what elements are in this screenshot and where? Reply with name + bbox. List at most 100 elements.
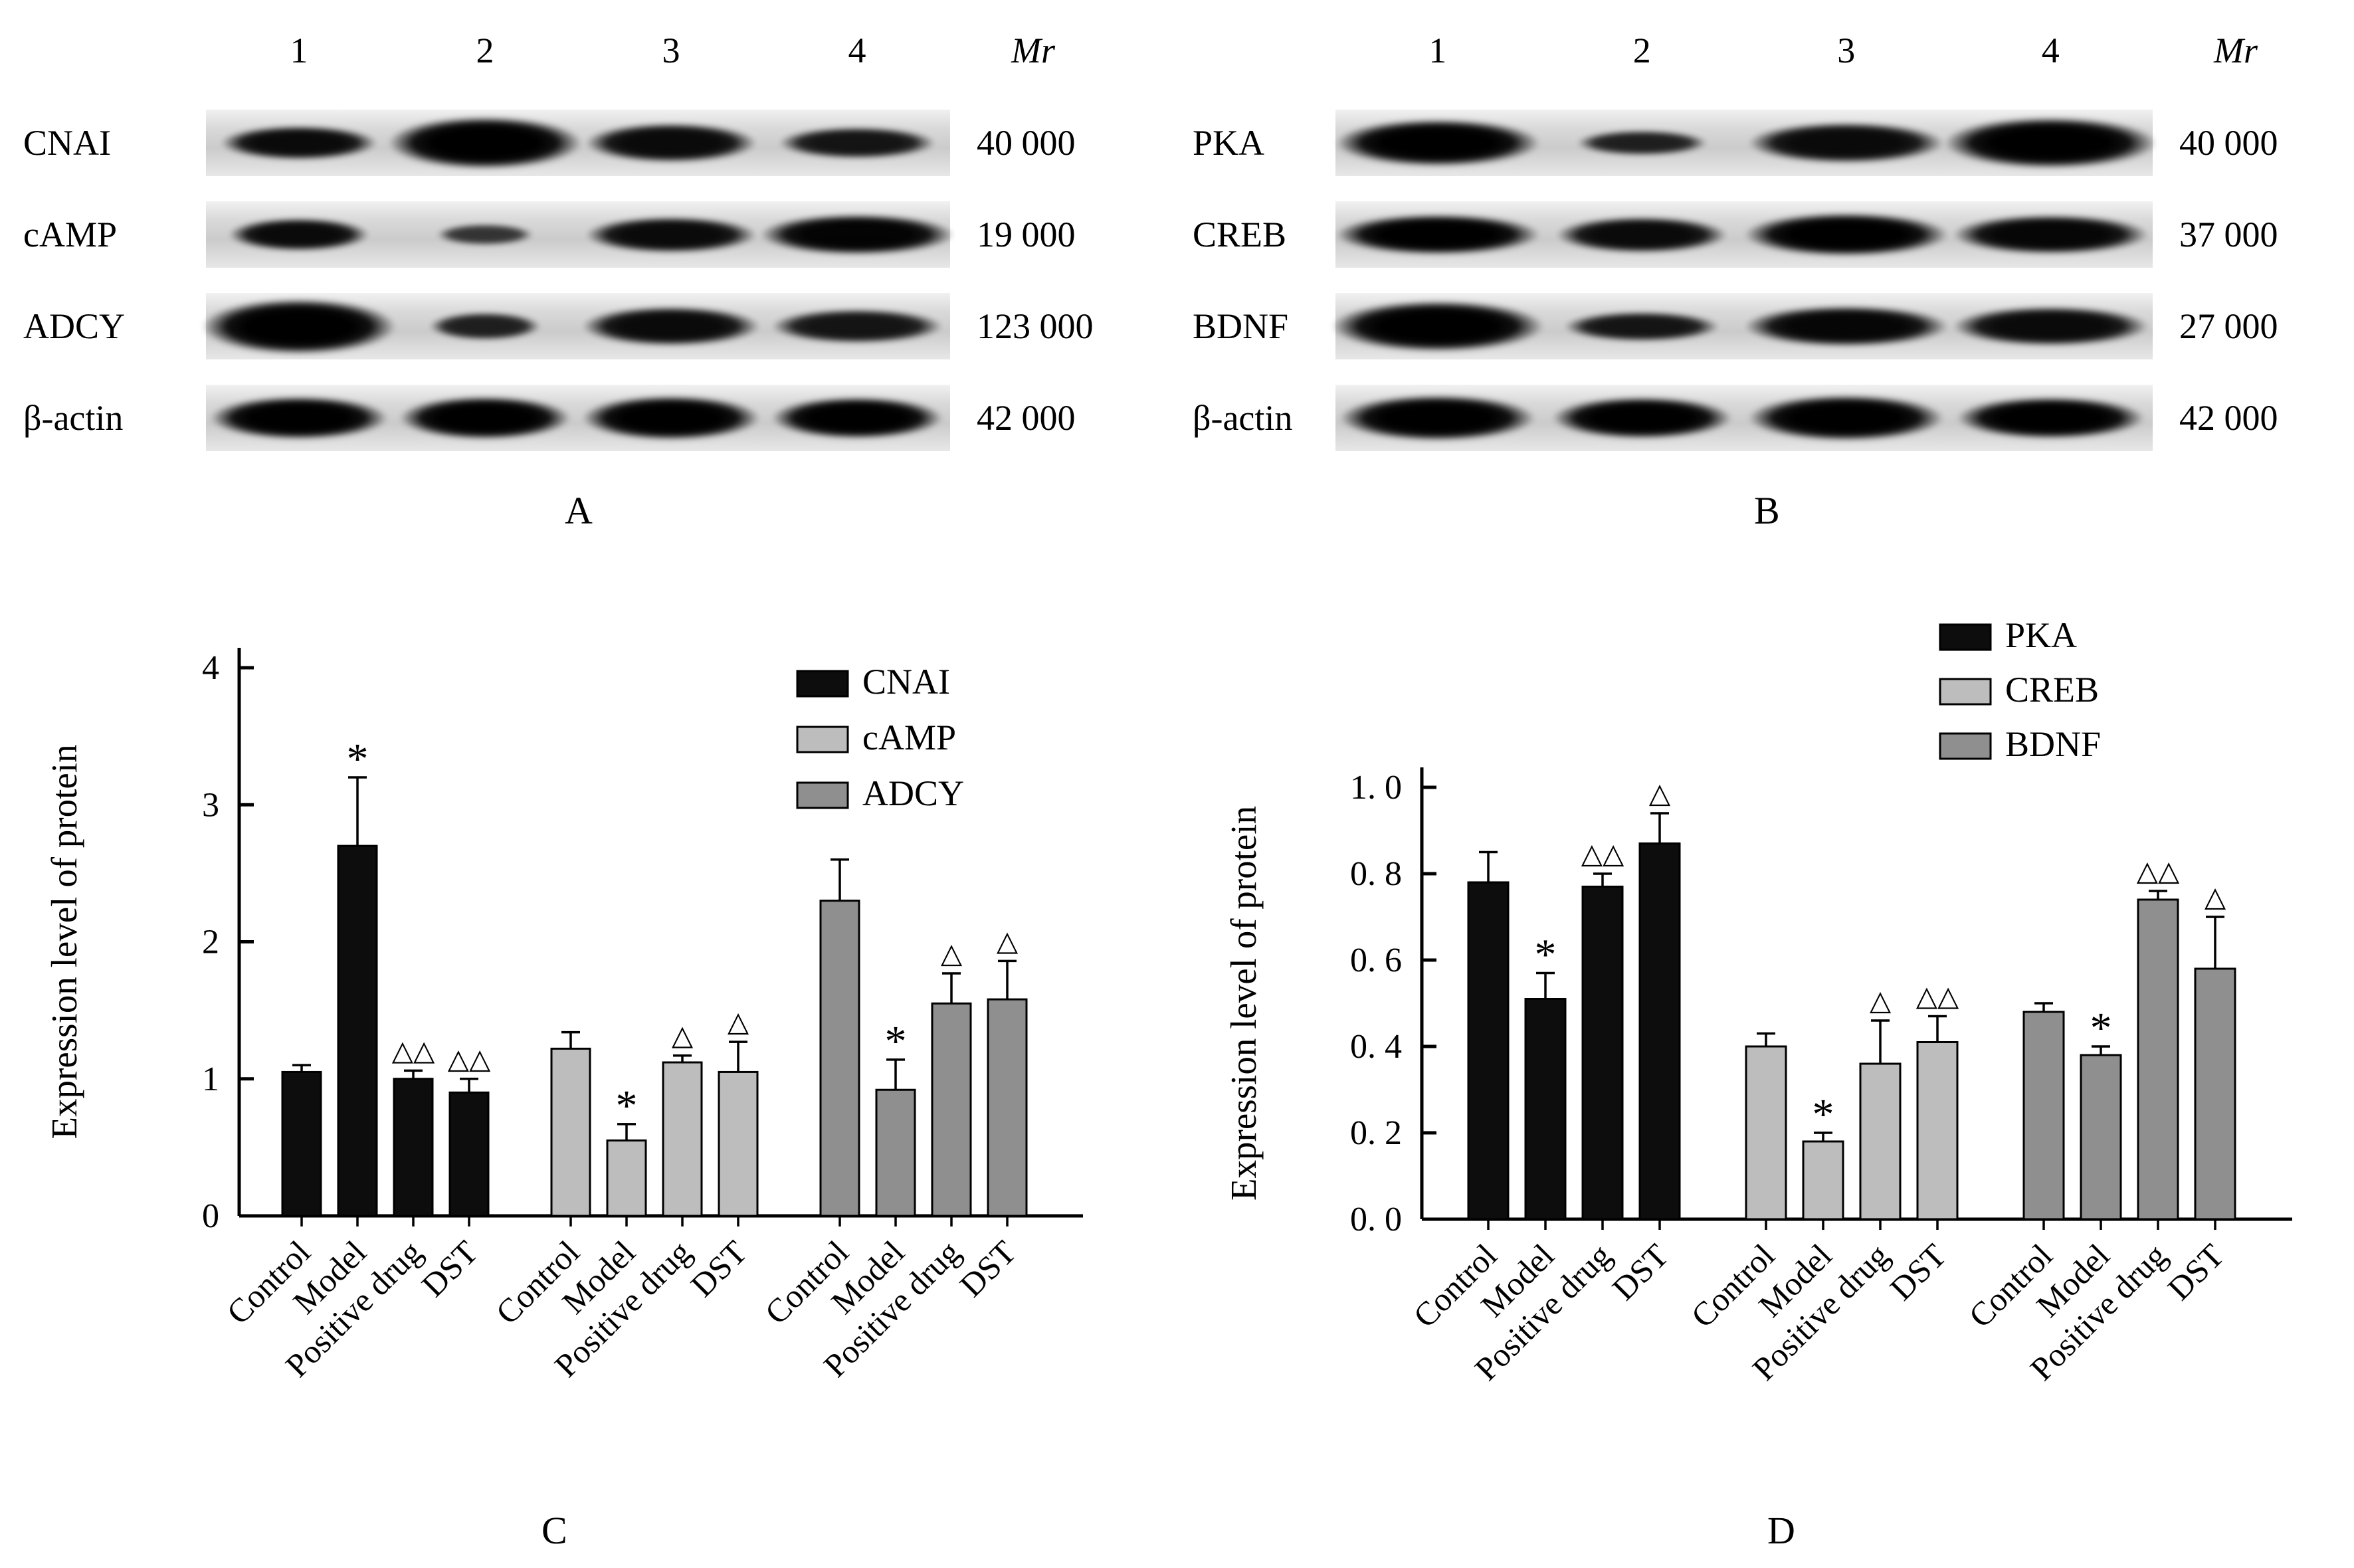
protein-label: β-actin [23, 398, 124, 438]
blot-band [585, 216, 757, 253]
bar [550, 1047, 591, 1217]
blot-panel-b: 1 2 3 4 Mr PKA 40 000 CREB 37 000 BDNF 27 000 β-act… [1189, 13, 2339, 492]
blot-band [1556, 216, 1728, 253]
blot-band [779, 127, 935, 159]
y-tick-label: 1 [202, 1060, 219, 1098]
bar [448, 1091, 490, 1217]
blot-band [1551, 397, 1732, 439]
bar [1524, 998, 1567, 1221]
lane-number: 2 [1632, 31, 1651, 70]
y-tick-label: 0. 4 [1350, 1028, 1402, 1066]
mr-value: 40 000 [977, 123, 1076, 163]
y-tick-label: 2 [202, 924, 219, 961]
protein-label: cAMP [23, 215, 118, 254]
legend-label: cAMP [862, 718, 956, 757]
bar [2022, 1011, 2065, 1221]
bar [2194, 967, 2236, 1221]
mr-value: 40 000 [2179, 123, 2278, 163]
bar [718, 1070, 759, 1217]
bar [875, 1088, 916, 1217]
x-category-label: DST [683, 1233, 753, 1304]
bar [1638, 842, 1681, 1221]
blot-band [581, 306, 761, 346]
mr-value: 19 000 [977, 215, 1076, 254]
significance-marker: △ [997, 926, 1019, 957]
significance-marker: * [616, 1082, 638, 1130]
y-tick-label: 0. 6 [1350, 941, 1402, 979]
mr-header: Mr [2214, 31, 2258, 70]
mr-value: 123 000 [977, 306, 1094, 346]
blot-band [228, 218, 370, 251]
blot-row: cAMP 19 000 [20, 201, 1136, 268]
legend-swatch [796, 670, 849, 698]
significance-marker: * [2090, 1004, 2112, 1052]
x-category-label: DST [952, 1233, 1023, 1304]
legend-label: CNAI [862, 662, 950, 702]
blot-band [399, 396, 571, 440]
bar [281, 1070, 322, 1217]
blot-band [771, 309, 943, 343]
blot-band [771, 397, 943, 439]
bar [1745, 1045, 1787, 1221]
blot-band [1331, 300, 1544, 352]
significance-marker: △ [728, 1007, 749, 1038]
x-category-label: DST [414, 1233, 484, 1304]
y-axis-label: Expression level of protein [1223, 806, 1264, 1201]
blot-band [209, 396, 389, 440]
bar-chart-d: 0. 0 0. 2 0. 4 0. 6 0. 8 1. 0 Expression level… [1223, 615, 2292, 1387]
y-tick-label: 1. 0 [1350, 769, 1402, 807]
significance-marker: △△ [1581, 839, 1624, 870]
significance-marker: * [1535, 931, 1557, 979]
blot-band [429, 312, 541, 340]
blot-band [760, 214, 954, 255]
bar [393, 1078, 434, 1217]
legend-label: PKA [2005, 615, 2077, 655]
blot-band [1744, 306, 1949, 347]
x-category-label: DST [1605, 1236, 1675, 1307]
significance-marker: △ [672, 1021, 694, 1052]
blot-row: BDNF 27 000 [1189, 293, 2339, 359]
blot-band [1339, 395, 1536, 441]
blot-panel-a: 1 2 3 4 Mr CNAI 40 000 cAMP 19 000 ADCY 123 000 β-a… [20, 13, 1136, 492]
significance-marker: △△ [1916, 982, 1959, 1013]
legend-label: CREB [2005, 670, 2099, 710]
blot-strip [206, 201, 954, 268]
blot-band [1748, 395, 1945, 441]
blot-strip [1335, 385, 2153, 451]
protein-label: CREB [1193, 215, 1287, 254]
mr-value: 42 000 [2179, 398, 2278, 438]
blot-strip [206, 385, 950, 451]
protein-label: CNAI [23, 123, 111, 163]
lane-number: 3 [1837, 31, 1856, 70]
panel-c-caption: C [541, 1509, 567, 1552]
panel-d-caption: D [1767, 1509, 1795, 1552]
lane-number: 2 [476, 31, 494, 70]
legend-swatch [1939, 732, 1992, 760]
bar [1859, 1062, 1902, 1221]
protein-label: PKA [1193, 123, 1265, 163]
blot-strip [1335, 201, 2153, 268]
blot-band [1335, 119, 1540, 167]
lane-header: 1 2 3 4 Mr [20, 30, 1136, 76]
panel-a-caption: A [565, 489, 593, 532]
bar [1467, 881, 1510, 1221]
blot-band [1956, 397, 2145, 439]
mr-header: Mr [1011, 31, 1055, 70]
blot-band [1744, 213, 1949, 256]
blot-band [1564, 311, 1720, 342]
blot-band [1944, 117, 2157, 169]
blot-row: CNAI 40 000 [20, 110, 1136, 176]
legend-label: ADCY [862, 773, 964, 813]
significance-marker: △△ [448, 1044, 491, 1075]
blot-band [1748, 122, 1945, 163]
blot-band [388, 116, 582, 169]
significance-marker: △ [1649, 779, 1671, 809]
y-tick-label: 0. 8 [1350, 855, 1402, 893]
blot-band [1335, 214, 1540, 255]
blot-band [1576, 130, 1708, 155]
legend-swatch [796, 726, 849, 753]
lane-number: 4 [848, 31, 866, 70]
legend-swatch [1939, 623, 1992, 651]
